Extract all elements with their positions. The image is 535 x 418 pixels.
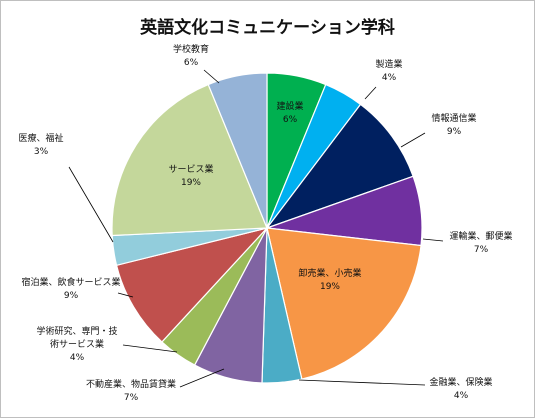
data-label-line: 4% xyxy=(70,353,85,363)
leader-line xyxy=(203,69,220,84)
data-label-line: 不動産業、物品賃貸業 xyxy=(86,378,176,390)
data-label: 学校教育 6% xyxy=(173,43,209,68)
pie-slice xyxy=(207,72,268,229)
data-label-line: 19% xyxy=(320,282,340,292)
data-label: 医療、福祉 3% xyxy=(18,132,63,157)
pie-slice xyxy=(266,227,422,380)
data-label: 製造業 4% xyxy=(375,58,402,83)
data-label: 学術研究、専門・技術サービス業 4% xyxy=(36,325,117,363)
data-label-line: 建設業 xyxy=(276,100,303,112)
data-labels: 建設業 6% 製造業 4% 情報通信業 9% 運輸業、郵便業 7% 卸売業、小売業 19% 金融業、… xyxy=(18,43,512,403)
leader-line xyxy=(122,344,178,353)
data-label-line: 運輸業、郵便業 xyxy=(449,230,512,242)
data-label-line: 19% xyxy=(181,178,201,188)
data-label: サービス業 19% xyxy=(168,163,213,188)
data-label-line: 術サービス業 xyxy=(50,338,104,350)
data-label-line: 7% xyxy=(474,245,489,255)
chart-title: 英語文化コミュニケーション学科 xyxy=(140,18,395,38)
data-label-line: 医療、福祉 xyxy=(18,132,63,144)
data-label: 卸売業、小売業 19% xyxy=(298,267,361,292)
data-label-line: 9% xyxy=(447,127,462,137)
data-label-line: 学校教育 xyxy=(173,43,209,55)
leader-line xyxy=(68,166,114,243)
data-label-line: 6% xyxy=(184,58,199,68)
leader-line xyxy=(422,238,444,242)
data-label-line: 6% xyxy=(283,115,298,125)
data-label-line: 学術研究、専門・技 xyxy=(36,325,117,337)
data-label: 情報通信業 9% xyxy=(431,112,476,137)
leader-line xyxy=(298,379,426,386)
data-label: 宿泊業、飲食サービス業 9% xyxy=(21,276,120,301)
data-label-line: 7% xyxy=(124,393,139,403)
data-label: 金融業、保険業 4% xyxy=(429,376,492,401)
data-label-line: 卸売業、小売業 xyxy=(298,267,361,279)
data-label: 不動産業、物品賃貸業 7% xyxy=(86,378,176,403)
data-label-line: 製造業 xyxy=(375,58,402,70)
data-label-line: 4% xyxy=(382,73,397,83)
leader-line xyxy=(117,292,134,298)
pie-slice xyxy=(265,103,414,230)
data-label-line: 金融業、保険業 xyxy=(429,376,492,388)
data-label-line: 4% xyxy=(454,391,469,401)
data-label-line: 宿泊業、飲食サービス業 xyxy=(21,276,120,288)
data-label-line: 9% xyxy=(64,291,79,301)
data-label-line: 3% xyxy=(34,147,49,157)
leader-line xyxy=(179,368,225,388)
data-label: 運輸業、郵便業 7% xyxy=(449,230,512,255)
leader-lines xyxy=(68,69,444,388)
data-label: 建設業 6% xyxy=(276,100,303,125)
leader-line xyxy=(400,132,426,148)
data-label-line: サービス業 xyxy=(168,163,213,175)
pie-slice xyxy=(111,83,268,237)
data-label-line: 情報通信業 xyxy=(431,112,476,124)
pie-slices xyxy=(111,72,423,384)
leader-line xyxy=(364,86,377,100)
